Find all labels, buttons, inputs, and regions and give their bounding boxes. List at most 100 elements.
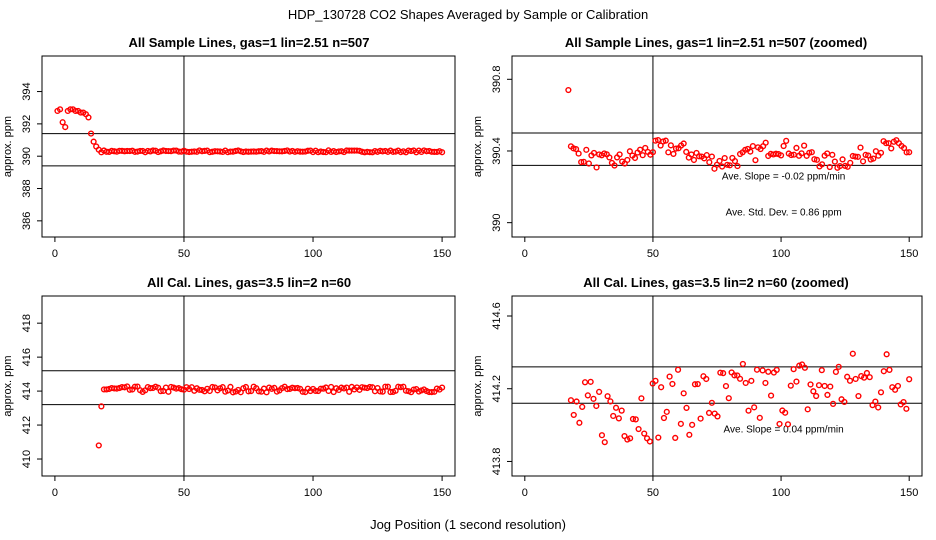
- y-tick-label: 392: [21, 115, 33, 133]
- data-point: [610, 412, 617, 420]
- data-point: [784, 421, 792, 428]
- data-point: [126, 386, 133, 393]
- data-point: [113, 385, 120, 392]
- data-point: [604, 393, 611, 400]
- y-tick-label: 412: [21, 416, 33, 434]
- data-point: [587, 378, 594, 385]
- data-point: [762, 139, 769, 146]
- data-point: [852, 153, 859, 160]
- data-point: [598, 432, 606, 439]
- plot-frame: [511, 55, 923, 238]
- plot-frame: [41, 55, 456, 238]
- data-point: [903, 149, 910, 156]
- data-point: [724, 161, 731, 168]
- data-point: [900, 144, 908, 152]
- data-point: [615, 415, 622, 422]
- data-point: [85, 114, 92, 121]
- data-point: [578, 159, 585, 166]
- annotation-text: Ave. Std. Dev. = 0.86 ppm: [726, 207, 842, 218]
- annotation-text: Ave. Slope = -0.02 ppm/min: [722, 172, 846, 183]
- data-point: [787, 382, 794, 389]
- data-point: [666, 373, 673, 380]
- data-point: [747, 148, 754, 155]
- data-point: [670, 150, 677, 158]
- data-point: [808, 149, 815, 156]
- y-tick-label: 410: [21, 450, 33, 468]
- data-point: [209, 383, 216, 391]
- data-point: [196, 386, 203, 393]
- data-point: [749, 143, 756, 150]
- data-point: [753, 366, 761, 373]
- data-point: [242, 383, 250, 391]
- x-tick-label: 150: [433, 487, 451, 499]
- y-tick-label: 413.8: [491, 448, 503, 476]
- data-point: [593, 402, 600, 410]
- data-point: [719, 163, 726, 170]
- data-point: [690, 156, 698, 164]
- data-point: [736, 375, 744, 382]
- data-point: [626, 148, 633, 155]
- x-tick-label: 100: [772, 248, 790, 260]
- data-point: [716, 157, 723, 165]
- data-point: [835, 363, 842, 370]
- data-point: [581, 379, 589, 386]
- data-point: [624, 156, 631, 164]
- data-point: [818, 161, 826, 168]
- data-point: [721, 154, 728, 162]
- data-point: [798, 150, 805, 157]
- data-point: [705, 409, 713, 416]
- data-point: [584, 392, 591, 399]
- data-point: [631, 154, 639, 162]
- data-point: [346, 388, 353, 395]
- data-point: [714, 413, 721, 420]
- data-point: [683, 148, 690, 155]
- data-point: [227, 383, 234, 390]
- data-point: [596, 388, 603, 395]
- y-tick-label: 414.6: [491, 302, 503, 330]
- data-point: [752, 157, 759, 164]
- data-point: [852, 375, 859, 383]
- data-point: [772, 150, 780, 157]
- data-point: [149, 147, 157, 154]
- data-point: [877, 149, 885, 156]
- data-point: [846, 377, 854, 384]
- data-point: [410, 386, 417, 393]
- data-point: [697, 415, 704, 422]
- chart-panel-p2: All Sample Lines, gas=1 lin=2.51 n=507 (…: [472, 35, 923, 260]
- data-point: [706, 159, 713, 166]
- data-point: [245, 388, 252, 395]
- x-tick-label: 0: [52, 487, 58, 499]
- data-point: [320, 148, 327, 156]
- data-point: [866, 374, 873, 381]
- data-point: [438, 384, 446, 391]
- data-point: [131, 383, 139, 390]
- data-point: [801, 142, 808, 149]
- data-point: [748, 377, 755, 384]
- data-point: [72, 107, 79, 115]
- data-point: [680, 140, 687, 147]
- plot-frame: [511, 295, 923, 477]
- data-point: [821, 382, 828, 390]
- data-point: [829, 151, 836, 158]
- data-point: [731, 372, 738, 379]
- y-tick-label: 390: [21, 147, 33, 165]
- data-point: [677, 420, 684, 427]
- data-point: [601, 439, 608, 446]
- data-point: [165, 388, 172, 395]
- data-point: [669, 380, 676, 388]
- y-tick-label: 418: [21, 314, 33, 332]
- data-point: [567, 397, 575, 404]
- y-axis-label: approx. ppm: [2, 116, 14, 177]
- x-tick-label: 0: [522, 248, 528, 260]
- y-tick-label: 416: [21, 348, 33, 366]
- data-point: [717, 369, 724, 376]
- panel-title: All Sample Lines, gas=1 lin=2.51 n=507: [129, 35, 370, 50]
- data-point: [877, 389, 885, 396]
- data-point: [862, 151, 869, 158]
- data-point: [782, 409, 789, 416]
- data-point: [658, 384, 665, 391]
- data-point: [773, 366, 780, 374]
- y-axis-label: approx. ppm: [472, 355, 484, 416]
- x-tick-label: 0: [52, 248, 58, 260]
- data-point: [583, 146, 590, 153]
